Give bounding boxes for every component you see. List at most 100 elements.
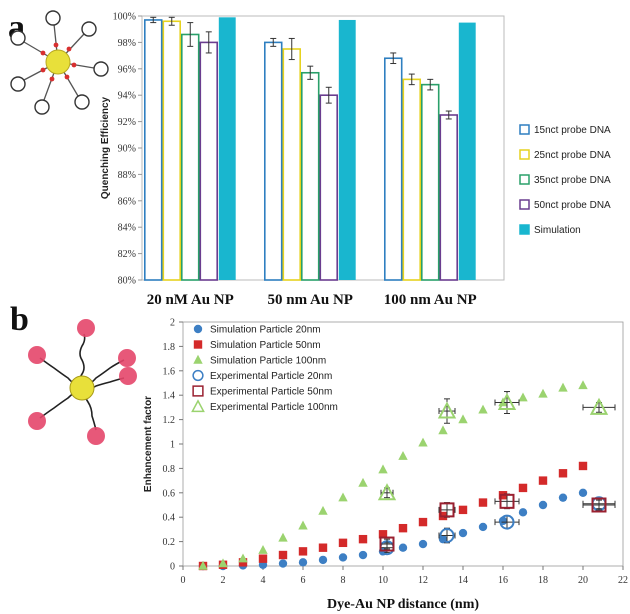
y-tick-label: 84%	[118, 223, 136, 234]
legend-entry: 15nct probe DNA	[534, 125, 611, 136]
legend-swatch	[519, 174, 530, 185]
y-tick-label: 0.8	[163, 464, 176, 475]
legend-marker	[193, 354, 203, 364]
data-point	[499, 493, 515, 509]
y-axis-label: Quenching Efficiency	[100, 96, 111, 199]
data-point	[497, 392, 517, 411]
data-point	[278, 550, 288, 560]
legend-entry: Simulation	[534, 225, 581, 236]
legend-marker	[192, 369, 204, 382]
x-tick-label: 8	[341, 575, 346, 586]
y-tick-label: 1.6	[163, 366, 176, 377]
y-tick-label: 0.4	[163, 513, 176, 524]
y-tick-label: 88%	[118, 170, 136, 181]
data-point	[418, 437, 428, 447]
data-point	[438, 425, 448, 435]
data-point	[518, 508, 528, 517]
category-label: 50 nm Au NP	[268, 292, 353, 308]
y-tick-label: 1.4	[163, 391, 176, 402]
data-point	[418, 517, 428, 527]
y-tick-label: 82%	[118, 249, 136, 260]
data-point	[298, 520, 308, 530]
legend-entry: Experimental Particle 20nm	[210, 371, 332, 382]
x-axis-label: Dye-Au NP distance (nm)	[327, 597, 479, 612]
data-point	[338, 492, 348, 502]
bar	[144, 19, 163, 281]
data-point	[338, 553, 348, 562]
data-point	[558, 493, 568, 502]
data-point	[318, 555, 328, 565]
data-point	[518, 392, 528, 402]
data-point	[458, 414, 468, 424]
legend-entry: Experimental Particle 50nm	[210, 387, 332, 398]
bar	[338, 19, 356, 281]
data-point	[578, 488, 588, 497]
y-tick-label: 0.2	[163, 537, 176, 548]
series-5	[377, 391, 616, 501]
y-tick-label: 0	[170, 562, 175, 573]
data-point	[439, 528, 455, 543]
data-point	[318, 505, 328, 515]
data-point	[437, 401, 457, 419]
bar	[439, 114, 458, 281]
data-point	[379, 536, 395, 552]
series-4	[379, 493, 616, 552]
x-tick-label: 20	[578, 575, 588, 586]
y-tick-label: 98%	[118, 38, 136, 49]
legend-swatch	[519, 199, 530, 210]
scatter-chart-enhancement-factor: 0 2 4 6 8 10 12 14 16 18 20 22 0 0.2 0.4 0.6 0.8 1 1.2 1.4 1…	[143, 318, 628, 613]
legend-swatch	[519, 224, 530, 235]
y-tick-label: 2	[170, 318, 175, 329]
bar	[420, 83, 440, 281]
data-point	[418, 539, 428, 549]
data-point	[499, 514, 515, 530]
data-point	[298, 558, 308, 567]
data-point	[458, 505, 468, 515]
data-point	[358, 534, 368, 544]
legend-entry: Simulation Particle 20nm	[210, 325, 321, 336]
data-point	[258, 544, 268, 554]
y-tick-label: 96%	[118, 64, 136, 75]
data-point	[478, 404, 488, 414]
data-point	[238, 553, 248, 563]
data-point	[358, 550, 368, 560]
y-axis-label: Enhancement factor	[143, 396, 154, 492]
data-point	[198, 560, 208, 570]
data-point	[398, 543, 408, 552]
y-tick-label: 100%	[113, 12, 136, 23]
data-point	[439, 502, 455, 518]
x-tick-label: 10	[378, 575, 388, 586]
data-point	[578, 461, 588, 471]
series-0	[198, 488, 588, 571]
data-point	[558, 469, 568, 478]
y-tick-label: 90%	[118, 144, 136, 155]
x-tick-label: 4	[261, 575, 266, 586]
x-tick-label: 2	[221, 575, 226, 586]
series-1	[198, 461, 588, 571]
nanoparticle-hairpin-illustration	[10, 10, 109, 115]
y-tick-label: 1.2	[163, 415, 176, 426]
nanoparticle-dye-illustration	[28, 319, 137, 445]
data-point	[538, 476, 548, 485]
legend-marker	[192, 385, 204, 397]
category-label: 100 nm Au NP	[384, 292, 477, 308]
legend-marker	[193, 340, 203, 349]
y-tick-label: 80%	[118, 276, 136, 287]
series-3	[379, 496, 616, 556]
x-tick-label: 6	[301, 575, 306, 586]
legend-entry: Experimental Particle 100nm	[210, 402, 338, 413]
legend-swatch	[519, 149, 530, 160]
data-point	[258, 554, 268, 563]
bar	[181, 33, 200, 281]
data-point	[478, 522, 488, 532]
legend-entry: Simulation Particle 50nm	[210, 340, 321, 351]
bar	[458, 22, 476, 280]
data-point	[538, 388, 548, 398]
x-tick-label: 18	[538, 575, 548, 586]
bar	[402, 78, 421, 281]
bar-chart-quenching-efficiency: 80% 82% 84% 86% 88% 90% 92% 94% 96% 98% 100% Quench…	[100, 12, 611, 309]
bar	[282, 48, 301, 281]
data-point	[518, 483, 528, 493]
y-tick-label: 86%	[118, 196, 136, 207]
data-point	[398, 523, 408, 533]
